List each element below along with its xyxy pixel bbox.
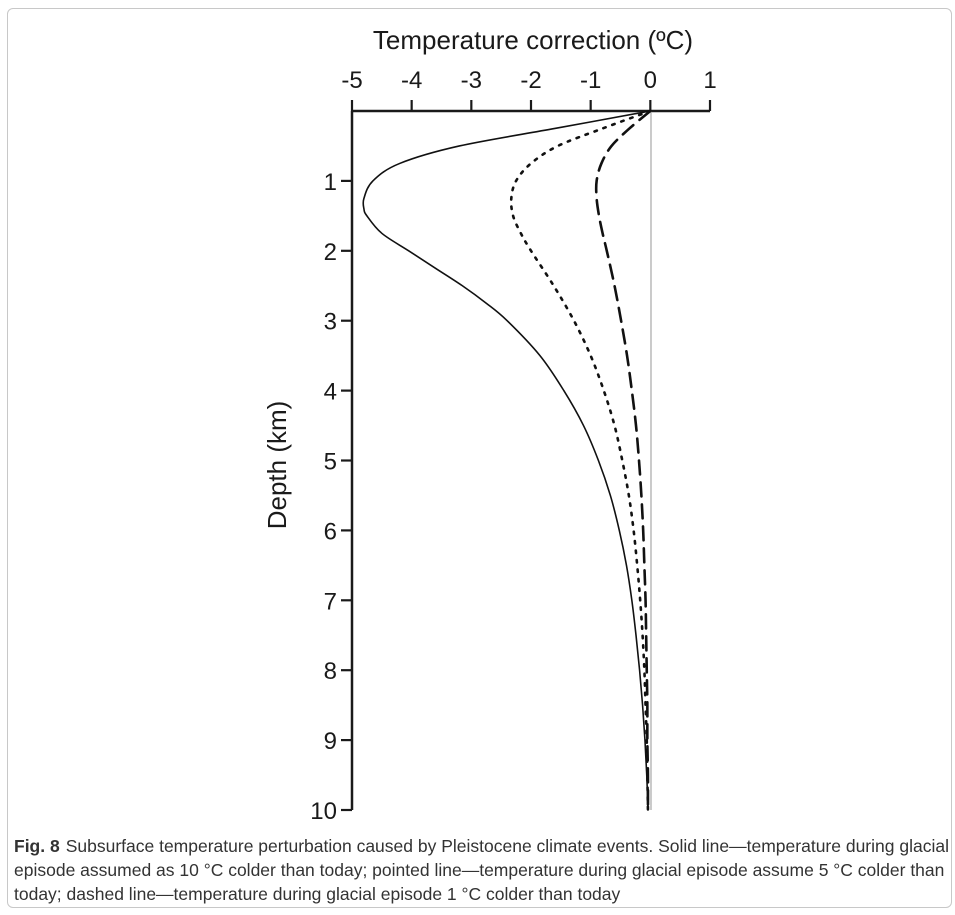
figure-frame: [7, 8, 952, 908]
y-tick-label: 7: [324, 588, 337, 615]
y-tick-label: 9: [324, 728, 337, 755]
y-axis-title: Depth (km): [262, 401, 292, 530]
x-ticks: -5 -4 -3 -2 -1 0 1: [341, 67, 717, 111]
series-line-solid: [362, 110, 652, 811]
y-ticks: 1 2 3 4 5 6 7 8 9 10: [310, 169, 352, 825]
x-tick-label: -5: [341, 67, 362, 94]
figure-caption: Fig. 8 Subsurface temperature perturbatio…: [14, 834, 949, 906]
figure-label: Fig. 8: [14, 836, 60, 856]
x-tick-label: 1: [703, 67, 716, 94]
x-tick-label: -1: [580, 67, 601, 94]
x-tick-label: 0: [644, 67, 657, 94]
series-group: [362, 109, 652, 812]
x-tick-label: -3: [461, 67, 482, 94]
caption-text: Subsurface temperature perturbation caus…: [14, 836, 949, 904]
x-tick-label: -2: [520, 67, 541, 94]
x-axis-title: Temperature correction (ºC): [373, 25, 693, 55]
y-tick-label: 5: [324, 449, 337, 476]
series-line-dotted: [509, 109, 652, 812]
depth-temperature-chart: Temperature correction (ºC) Depth (km) -…: [262, 25, 717, 825]
y-tick-label: 3: [324, 309, 337, 336]
y-tick-label: 6: [324, 518, 337, 545]
y-tick-label: 1: [324, 169, 337, 196]
series-line-dashed: [594, 109, 652, 812]
y-tick-label: 10: [310, 798, 337, 825]
y-tick-label: 4: [324, 379, 337, 406]
y-tick-label: 8: [324, 658, 337, 685]
y-tick-label: 2: [324, 239, 337, 266]
x-tick-label: -4: [401, 67, 422, 94]
